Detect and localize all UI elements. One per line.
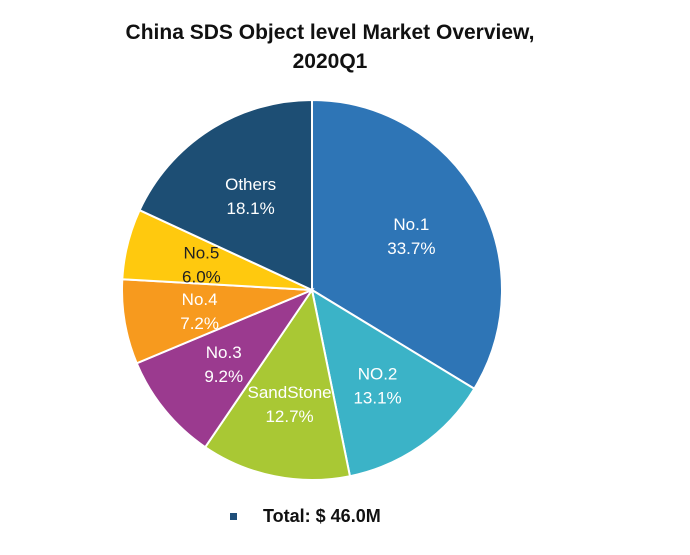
pie-slice-no-2 (310, 287, 476, 478)
bullet-icon (230, 513, 237, 520)
slice-label-no-1: No.1 (393, 215, 429, 234)
slice-value-sandstone: 12.7% (265, 407, 313, 426)
slice-label-others: Others (225, 175, 276, 194)
slice-value-others: 18.1% (227, 199, 275, 218)
slice-value-no-2: 13.1% (353, 388, 401, 407)
slice-value-no-3: 9.2% (204, 367, 243, 386)
slice-label-no-2: NO.2 (358, 364, 398, 383)
pie-slice-no-3 (135, 287, 315, 449)
chart-title-line1: China SDS Object level Market Overview, (125, 21, 535, 44)
chart-title: China SDS Object level Market Overview, … (0, 18, 660, 76)
chart-title-line2: 2020Q1 (292, 50, 368, 73)
slice-label-no-5: No.5 (183, 243, 219, 262)
slice-label-no-4: No.4 (182, 290, 218, 309)
pie-slice-sandstone (203, 287, 352, 481)
slice-value-no-4: 7.2% (180, 314, 219, 333)
pie-slice-no-1 (311, 98, 503, 391)
slice-label-no-3: No.3 (206, 343, 242, 362)
slice-value-no-1: 33.7% (387, 239, 435, 258)
total-legend: Total: $ 46.0M (230, 506, 381, 527)
pie-slice-others (138, 98, 313, 292)
total-label: Total: $ 46.0M (263, 506, 381, 526)
slice-label-sandstone: SandStone (248, 383, 332, 402)
slice-value-no-5: 6.0% (182, 267, 221, 286)
